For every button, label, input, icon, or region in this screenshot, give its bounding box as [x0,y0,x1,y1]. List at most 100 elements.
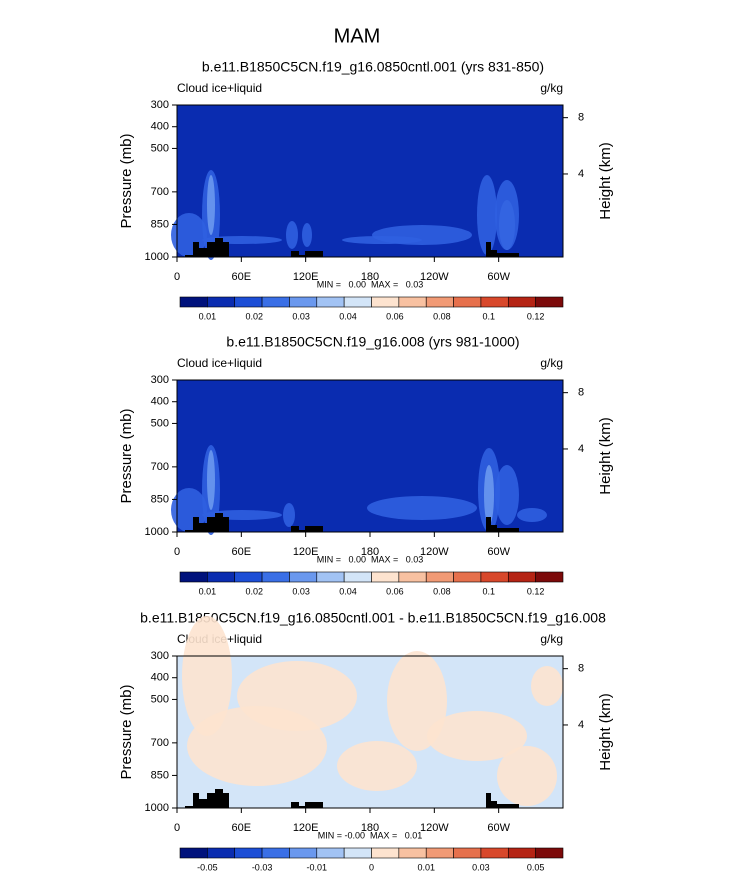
colorbar-label: 0.12 [527,586,545,596]
contour-region [283,503,295,527]
topography [185,238,229,257]
y-tick-label: 850 [151,493,169,505]
contour-region [342,236,422,244]
colorbar-box [261,571,290,583]
contour-region [517,508,547,522]
colorbar-label: 0.04 [339,311,357,321]
contour-region [207,450,215,510]
colorbar-label: 0.02 [245,586,263,596]
colorbar-box [398,571,427,583]
colorbar-box [343,847,372,859]
y-tick-label: 850 [151,218,169,230]
x-tick-label: 180 [361,271,379,283]
colorbar-label: 0.04 [339,586,357,596]
y-tick-label: 500 [151,142,169,154]
y-axis-title: Pressure (mb) [118,133,135,228]
y2-tick-label: 4 [578,168,584,180]
colorbar-label: 0.08 [433,311,451,321]
x-tick-label: 0 [174,822,180,834]
y-tick-label: 300 [151,650,169,662]
panel-title: b.e11.B1850C5CN.f19_g16.0850cntl.001 - b… [140,610,606,626]
colorbar-box [480,296,509,308]
y2-axis-title: Height (km) [597,693,614,771]
colorbar-box [535,847,564,859]
y-tick-label: 400 [151,396,169,408]
colorbar-box [316,571,345,583]
y2-tick-label: 8 [578,387,584,399]
y2-tick-label: 8 [578,112,584,124]
colorbar-box [316,847,345,859]
colorbar-label: 0.03 [292,586,310,596]
units-label: g/kg [540,81,563,95]
y-tick-label: 500 [151,417,169,429]
colorbar-label: 0 [369,862,374,872]
contour-region [495,465,519,525]
y-tick-label: 300 [151,99,169,111]
contour-region [286,221,298,249]
colorbar-box [453,571,482,583]
colorbar-label: 0.1 [482,586,495,596]
y2-axis-title: Height (km) [597,142,614,220]
colorbar-box [289,296,318,308]
colorbar-label: -0.01 [307,862,328,872]
colorbar-box [261,296,290,308]
colorbar-label: -0.05 [197,862,218,872]
colorbar-label: 0.06 [386,311,404,321]
colorbar-box [507,571,536,583]
field-label: Cloud ice+liquid [177,81,262,95]
panel-title: b.e11.B1850C5CN.f19_g16.0850cntl.001 (yr… [202,59,544,75]
colorbar-box [234,847,263,859]
x-tick-label: 180 [361,546,379,558]
contour-region [207,175,215,235]
x-tick-label: 120E [293,822,319,834]
colorbar-label: 0.1 [482,311,495,321]
topography [486,793,519,808]
y-tick-label: 500 [151,693,169,705]
colorbar-box [535,296,564,308]
colorbar-box [371,296,400,308]
colorbar-label: 0.08 [433,586,451,596]
colorbar-box [289,847,318,859]
panel-title: b.e11.B1850C5CN.f19_g16.008 (yrs 981-100… [226,334,519,350]
contour-region [477,175,497,255]
x-tick-label: 120E [293,271,319,283]
x-tick-label: 60W [487,546,510,558]
field-label: Cloud ice+liquid [177,356,262,370]
colorbar-box [480,571,509,583]
colorbar-box [179,847,208,859]
x-tick-label: 120W [420,271,449,283]
colorbar-box [453,296,482,308]
y2-tick-label: 4 [578,443,584,455]
y-tick-label: 700 [151,461,169,473]
colorbar-label: 0.01 [417,862,435,872]
x-tick-label: 60W [487,271,510,283]
y-tick-label: 300 [151,374,169,386]
stats-label: MIN = 0.00 MAX = 0.03 [317,279,424,289]
colorbar-box [371,571,400,583]
stats-label: MIN = 0.00 MAX = 0.03 [317,554,424,564]
colorbar-box [234,571,263,583]
colorbar-box [425,296,454,308]
x-tick-label: 120E [293,546,319,558]
contour-region [484,465,494,525]
contour-region [187,706,327,786]
colorbar-box [480,847,509,859]
colorbar-box [398,847,427,859]
contour-region [182,616,232,736]
colorbar-box [535,571,564,583]
colorbar-box [343,571,372,583]
colorbar-label: 0.12 [527,311,545,321]
colorbar-box [179,296,208,308]
y-tick-label: 700 [151,737,169,749]
x-tick-label: 180 [361,822,379,834]
contour-region [337,741,417,791]
contour-region [495,180,519,250]
colorbar-box [207,847,236,859]
y-tick-label: 700 [151,186,169,198]
topography [291,526,323,532]
colorbar-label: 0.02 [245,311,263,321]
colorbar-box [343,296,372,308]
y2-axis-title: Height (km) [597,417,614,495]
units-label: g/kg [540,632,563,646]
colorbar-box [425,571,454,583]
